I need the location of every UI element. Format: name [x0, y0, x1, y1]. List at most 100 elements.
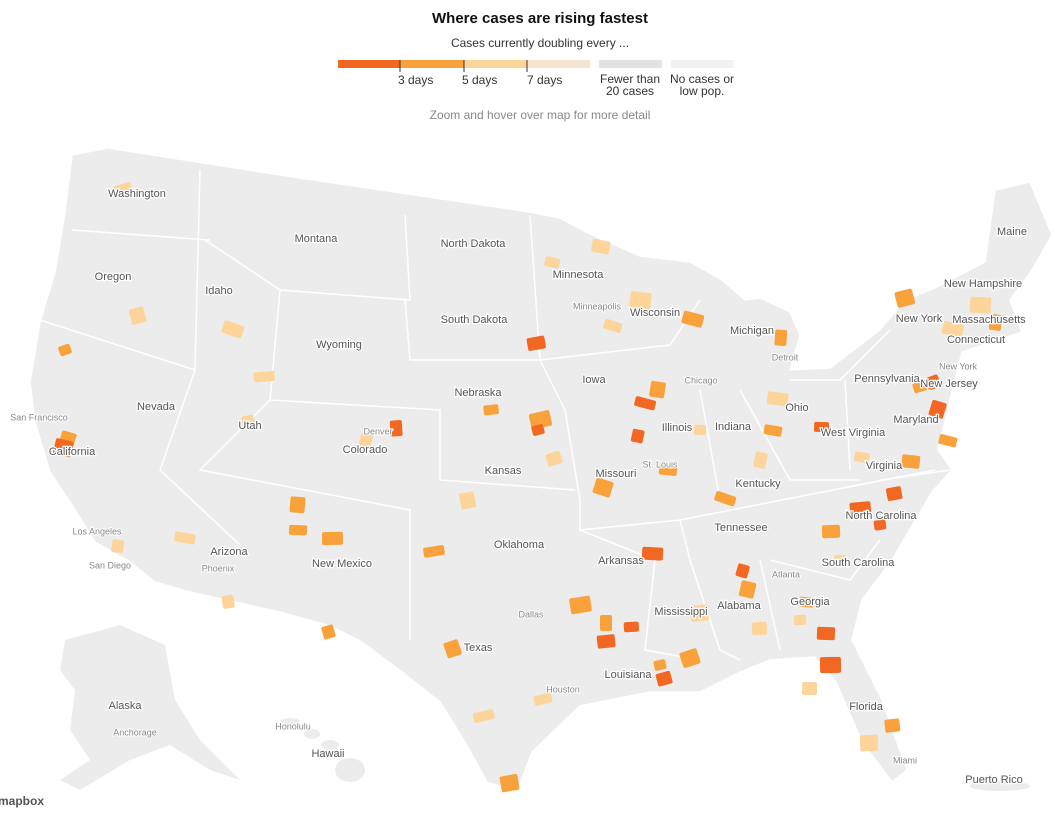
- legend-swatch: [400, 60, 464, 68]
- city-label: San Francisco: [10, 412, 68, 422]
- case-patch: [253, 370, 275, 383]
- hawaii: [280, 718, 365, 782]
- state-label: Washington: [108, 188, 166, 200]
- case-patches: [53, 182, 1003, 793]
- state-label: California: [49, 446, 96, 458]
- city-label: Atlanta: [772, 569, 800, 579]
- case-patch: [545, 450, 563, 467]
- city-label: Houston: [546, 684, 580, 694]
- state-label: Mississippi: [654, 606, 707, 618]
- city-label: New York: [939, 361, 978, 371]
- attribution: mapbox: [0, 794, 44, 808]
- state-label: Louisiana: [604, 669, 652, 681]
- state-label: Missouri: [596, 468, 637, 480]
- case-patch: [53, 438, 74, 458]
- city-label: Minneapolis: [573, 301, 622, 311]
- city-label: Honolulu: [275, 721, 311, 731]
- case-patch: [941, 320, 964, 338]
- state-label: Alabama: [717, 600, 761, 612]
- case-patch: [600, 615, 612, 631]
- case-patch: [819, 656, 842, 674]
- case-patch: [774, 329, 788, 346]
- state-label: New Jersey: [920, 378, 978, 390]
- case-patch: [988, 313, 1003, 331]
- case-patch: [128, 306, 147, 325]
- case-patch: [679, 648, 701, 669]
- legend-label: No cases or low pop.: [669, 72, 735, 98]
- case-patch: [389, 420, 403, 437]
- case-patch: [714, 491, 737, 507]
- case-patch: [499, 774, 520, 793]
- case-patch: [653, 659, 667, 671]
- case-patch: [531, 424, 545, 436]
- state-label: Wisconsin: [630, 307, 680, 319]
- state-label: Massachusetts: [952, 314, 1026, 326]
- city-label: Los Angeles: [72, 526, 122, 536]
- case-patch: [753, 451, 768, 469]
- city-label: Chicago: [684, 375, 717, 385]
- state-label: Florida: [849, 701, 884, 713]
- state-label: Michigan: [730, 325, 774, 337]
- case-patch: [821, 524, 841, 539]
- case-patch: [596, 634, 616, 649]
- case-patch: [357, 432, 373, 451]
- case-patch: [693, 424, 707, 436]
- case-patch: [592, 477, 614, 498]
- legend-swatch: [671, 60, 734, 68]
- state-label: Nevada: [137, 401, 176, 413]
- state-label: New York: [896, 313, 943, 325]
- case-patch: [221, 320, 245, 339]
- case-patch: [649, 380, 666, 399]
- case-patch: [58, 343, 72, 357]
- city-label: St. Louis: [642, 459, 678, 469]
- legend-swatch: [464, 60, 527, 68]
- legend-swatch: [338, 60, 400, 68]
- case-patch: [630, 428, 645, 444]
- case-patch: [111, 539, 125, 554]
- case-patch: [793, 614, 807, 626]
- alaska: [60, 625, 240, 790]
- case-patch: [289, 496, 306, 514]
- state-label: Colorado: [343, 444, 388, 456]
- case-patch: [533, 692, 553, 706]
- case-patch: [969, 296, 992, 314]
- case-patch: [603, 318, 623, 333]
- case-patch: [528, 410, 553, 430]
- legend-label: Fewer than 20 cases: [599, 72, 661, 98]
- state-label: Arizona: [210, 546, 248, 558]
- state-label: North Carolina: [846, 510, 918, 522]
- state-label: Montana: [295, 233, 339, 245]
- state-label: Idaho: [205, 285, 233, 297]
- state-label: Virginia: [866, 460, 903, 472]
- legend-label: 3 days: [398, 73, 433, 87]
- city-label: San Diego: [89, 560, 131, 570]
- state-label: Illinois: [662, 422, 693, 434]
- state-label: Ohio: [785, 402, 808, 414]
- case-patch: [623, 621, 639, 633]
- case-patch: [544, 256, 561, 269]
- land: [29, 147, 1053, 793]
- case-patch: [814, 421, 830, 433]
- state-label: West Virginia: [821, 427, 886, 439]
- city-label: Miami: [893, 755, 917, 765]
- note: Zoom and hover over map for more detail: [430, 108, 651, 122]
- case-patch: [816, 626, 836, 641]
- case-patch: [221, 594, 235, 609]
- state-label: Maine: [997, 226, 1027, 238]
- case-patch: [901, 454, 921, 469]
- case-patch: [801, 681, 818, 696]
- state-label: Pennsylvania: [854, 373, 920, 385]
- legend-swatch: [527, 60, 590, 68]
- case-patch: [321, 624, 336, 640]
- state-label: Indiana: [715, 421, 752, 433]
- state-label: Oregon: [95, 271, 132, 283]
- state-label: Maryland: [893, 414, 938, 426]
- case-patch: [884, 718, 901, 733]
- case-patch: [735, 563, 750, 579]
- state-label: Utah: [238, 420, 261, 432]
- case-patch: [569, 595, 592, 615]
- case-patch: [655, 670, 673, 687]
- case-patch: [591, 239, 611, 255]
- state-label: Kentucky: [735, 478, 781, 490]
- case-patch: [641, 546, 664, 561]
